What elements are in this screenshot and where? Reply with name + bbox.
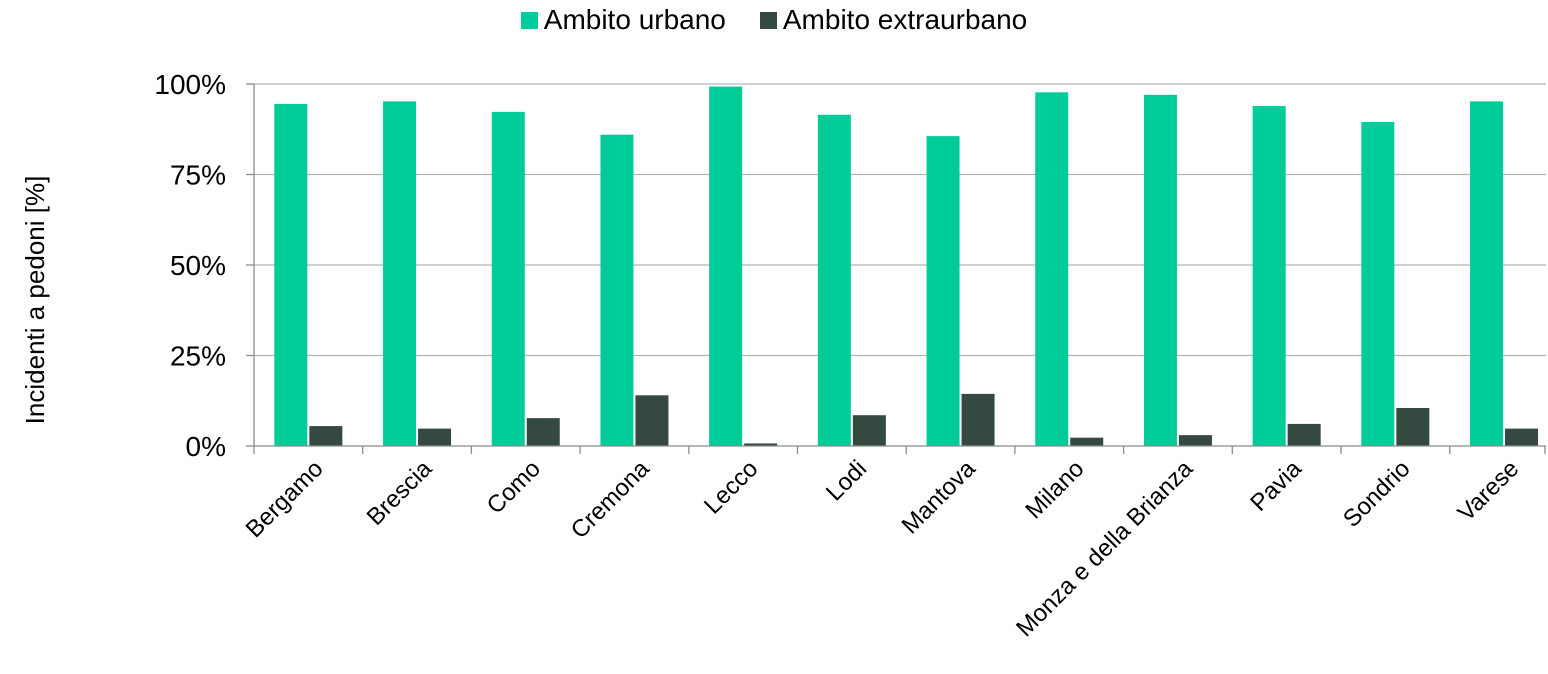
bar-extraurban-sondrio [1396,407,1430,446]
y-tick-label: 75% [170,160,226,191]
axes [246,83,1546,454]
x-tick-label: Monza e della Brianza [1011,455,1198,642]
x-tick-label: Varese [1453,455,1525,527]
y-tick-label: 50% [170,250,226,281]
x-tick-label: Bergamo [241,455,329,543]
bar-urban-bergamo [274,103,308,446]
bar-extraurban-como [526,418,560,446]
legend-item-urban: Ambito urbano [520,4,726,36]
bar-extraurban-lecco [744,443,778,446]
bar-extraurban-lodi [852,415,886,446]
legend-label-extraurban: Ambito extraurbano [782,4,1028,35]
legend-swatch-urban [520,11,538,29]
bar-urban-lecco [709,86,743,446]
bar-urban-pavia [1252,106,1286,446]
x-tick-label: Milano [1020,455,1089,524]
x-tick-label: Mantova [897,455,982,540]
x-tick-label: Cremona [566,455,655,544]
bar-extraurban-monza-e-della-brianza [1178,435,1212,446]
x-tick-label: Lodi [821,455,872,506]
legend-swatch-extraurban [759,11,777,29]
bar-urban-como [491,111,525,447]
legend-label-urban: Ambito urbano [543,4,726,35]
bar-urban-mantova [926,136,960,447]
bar-urban-sondrio [1361,122,1395,446]
x-tick-label: Pavia [1245,455,1307,517]
bar-extraurban-brescia [418,428,452,446]
x-tick-label: Como [482,455,546,519]
chart-legend: Ambito urbano Ambito extraurbano [0,4,1548,36]
x-tick-label: Sondrio [1338,455,1416,533]
x-tick-label: Lecco [699,455,763,519]
bar-urban-milano [1035,92,1069,447]
y-tick-label: 100% [154,69,226,100]
bar-urban-varese [1470,101,1504,446]
bar-urban-lodi [817,114,851,447]
bar-urban-cremona [600,134,634,446]
y-tick-label: 0% [186,431,226,462]
bar-extraurban-pavia [1287,423,1321,446]
bars [274,86,1539,447]
bar-extraurban-cremona [635,395,669,446]
y-tick-label: 25% [170,341,226,372]
bar-urban-brescia [383,101,417,446]
bar-extraurban-bergamo [309,426,343,446]
y-axis-title: Incidenti a pedoni [%] [20,176,50,425]
gridlines [254,83,1546,357]
bar-extraurban-mantova [961,393,995,446]
x-tick-label: Brescia [362,455,438,531]
bar-extraurban-milano [1070,437,1104,446]
bar-extraurban-varese [1505,428,1539,446]
bar-urban-monza-e-della-brianza [1143,94,1177,447]
legend-item-extraurban: Ambito extraurbano [759,4,1028,36]
